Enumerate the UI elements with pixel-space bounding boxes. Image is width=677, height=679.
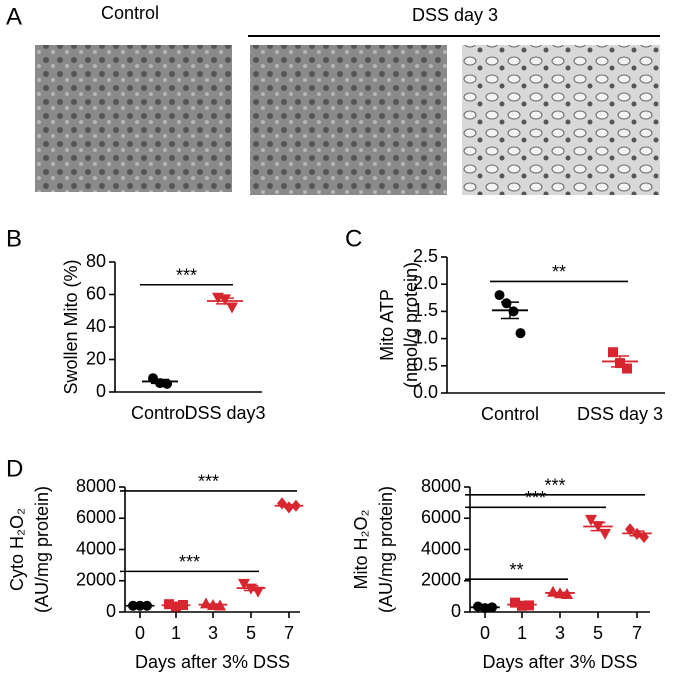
y-tick-label: 4000 [76,538,116,558]
y-tick-label: 2.5 [413,246,438,266]
micrograph [462,45,660,195]
data-point [599,528,611,540]
x-tick-label: 5 [246,623,256,643]
y-tick-label: 80 [86,251,106,271]
data-point [252,586,264,598]
data-point [226,302,238,314]
y-tick-label: 2000 [76,570,116,590]
y-tick-label: 4000 [421,538,461,558]
x-tick-label: 0 [480,623,490,643]
data-point [625,523,635,536]
error-bar [205,603,221,607]
y-tick-label: 0 [451,601,461,621]
y-tick-label: 6000 [421,507,461,527]
data-point [501,298,512,309]
y-axis-label: (nmol/g protein) [401,262,421,388]
data-point [622,363,632,374]
y-axis-label: (AU/mg protein) [32,486,52,613]
x-tick-label: DSS day3 [184,403,265,423]
error-bar [552,591,568,595]
y-tick-label: 8000 [76,476,116,496]
significance-label: *** [198,472,219,492]
y-tick-label: 8000 [421,476,461,496]
y-tick-label: 40 [86,316,106,336]
error-bar [281,503,297,508]
panel-letter: C [345,225,362,252]
y-tick-label: 0.5 [413,355,438,375]
x-tick-label: 1 [171,623,181,643]
x-tick-label: Control [481,404,539,424]
y-tick-label: 20 [86,348,106,368]
group-label: Control [101,3,159,23]
data-point [508,306,519,317]
x-tick-label: 3 [555,623,565,643]
y-axis-label: Swollen Mito (%) [61,259,81,394]
significance-label: *** [176,266,197,286]
micrograph [250,45,447,195]
data-point [494,290,505,301]
x-tick-label: 7 [284,623,294,643]
y-tick-label: 2000 [421,570,461,590]
error-bar [477,606,493,609]
significance-label: *** [179,552,200,572]
x-axis-label: Days after 3% DSS [482,652,637,672]
panel-letter: B [6,225,22,252]
y-tick-label: 60 [86,283,106,303]
error-bar [629,530,645,537]
significance-label: *** [544,476,565,496]
panel-letter: D [6,455,23,482]
panel-letter: A [6,3,22,30]
y-axis-label: Mito H₂O₂ [351,509,371,589]
error-bar [611,355,629,368]
x-tick-label: 3 [208,623,218,643]
group-label: DSS day 3 [412,5,498,25]
error-bar [168,603,184,607]
x-tick-label: DSS day 3 [577,404,663,424]
significance-label: *** [525,488,546,508]
x-tick-label: 5 [593,623,603,643]
x-tick-label: 0 [135,623,145,643]
data-point [515,328,526,339]
data-point [510,597,520,608]
error-bar [514,602,530,607]
x-tick-label: 1 [517,623,527,643]
x-tick-label: 7 [632,623,642,643]
y-tick-label: 1.5 [413,300,438,320]
x-tick-label: Control [131,403,189,423]
y-tick-label: 0 [96,381,106,401]
x-axis-label: Days after 3% DSS [135,652,290,672]
significance-label: ** [552,262,566,282]
error-bar [243,585,259,592]
y-tick-label: 6000 [76,507,116,527]
micrograph [35,45,232,192]
data-point [585,514,597,526]
y-axis-label: Cyto H₂O₂ [7,508,27,591]
error-bar [590,521,606,532]
data-point [238,578,250,590]
y-axis-label: (AU/mg protein) [376,486,396,613]
y-tick-label: 1.0 [413,327,438,347]
error-bar [151,378,169,385]
data-point [608,347,618,358]
y-axis-label: Mito ATP [377,289,397,361]
error-bar [216,297,234,305]
y-tick-label: 0 [106,601,116,621]
y-tick-label: 2.0 [413,273,438,293]
significance-label: ** [509,560,523,580]
y-tick-label: 0.0 [413,382,438,402]
error-bar [501,301,519,320]
